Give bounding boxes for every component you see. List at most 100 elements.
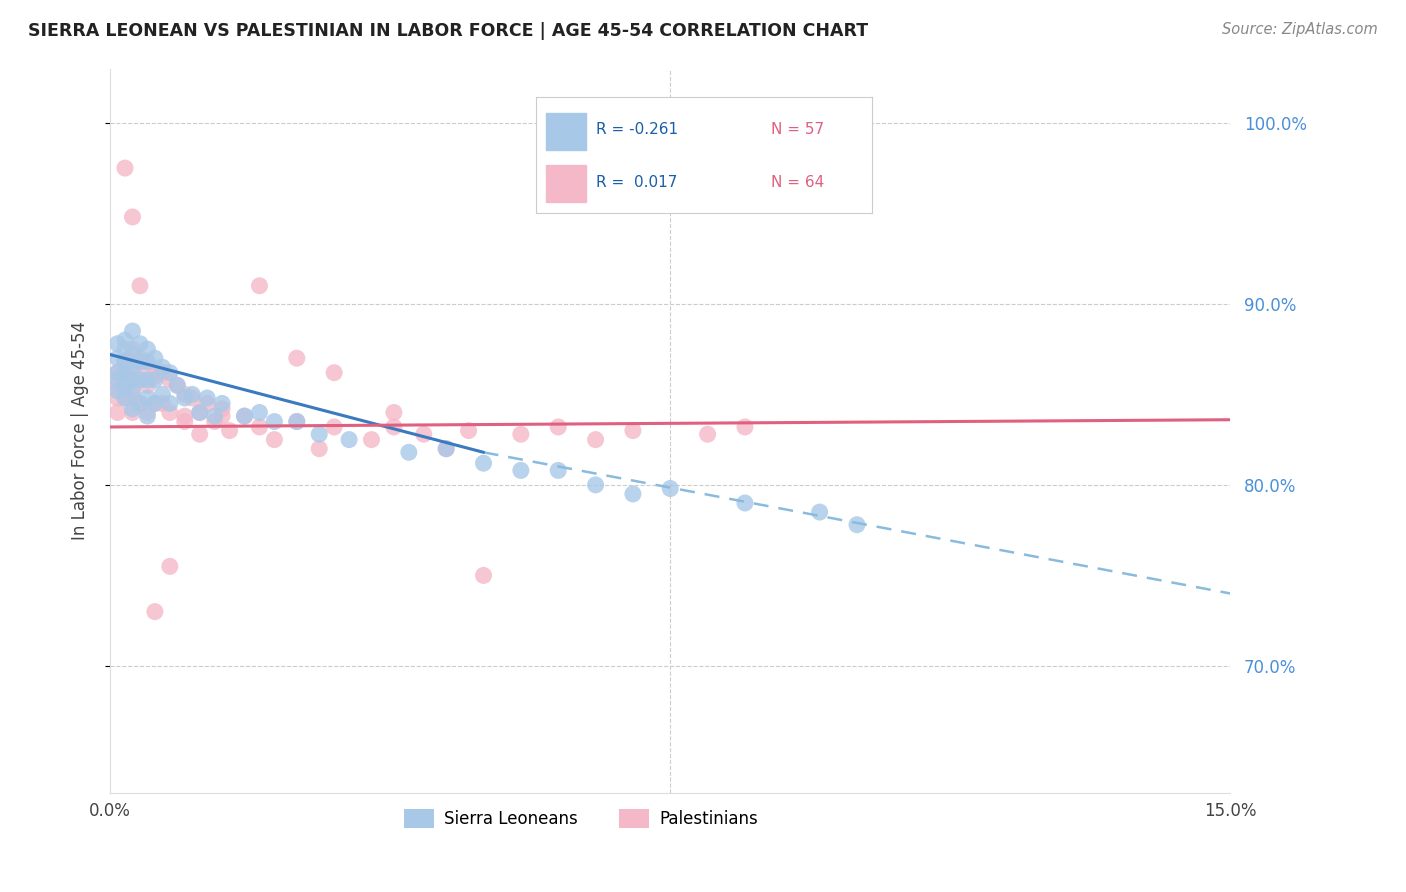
Point [121, 401, 143, 416]
Point [263, 415, 285, 429]
Point [136, 373, 159, 387]
Point [323, 420, 346, 434]
Point [121, 387, 143, 401]
Point [143, 369, 166, 384]
Point [434, 442, 457, 456]
Point [129, 373, 152, 387]
Point [121, 210, 143, 224]
Point [136, 409, 159, 423]
Point [249, 420, 271, 434]
Point [107, 378, 129, 392]
Point [211, 409, 233, 423]
Point [121, 355, 143, 369]
Point [159, 405, 181, 419]
Point [114, 378, 136, 392]
Point [285, 415, 308, 429]
Point [129, 396, 152, 410]
Point [136, 355, 159, 369]
Point [121, 366, 143, 380]
Point [585, 478, 607, 492]
Point [129, 351, 152, 366]
Point [114, 333, 136, 347]
Point [204, 415, 226, 429]
Point [181, 391, 204, 405]
Point [188, 427, 211, 442]
Point [509, 463, 531, 477]
Point [472, 456, 495, 470]
Point [107, 336, 129, 351]
Point [249, 278, 271, 293]
Point [382, 420, 405, 434]
Point [114, 391, 136, 405]
Point [159, 396, 181, 410]
Point [585, 433, 607, 447]
Point [166, 378, 188, 392]
Point [696, 427, 718, 442]
Point [143, 396, 166, 410]
Point [129, 278, 152, 293]
Point [621, 487, 644, 501]
Point [173, 415, 195, 429]
Point [173, 387, 195, 401]
Point [121, 360, 143, 375]
Point [136, 378, 159, 392]
Point [846, 517, 869, 532]
Point [509, 427, 531, 442]
Point [233, 409, 256, 423]
Point [734, 496, 756, 510]
Point [136, 405, 159, 419]
Point [114, 342, 136, 356]
Point [204, 409, 226, 423]
Point [150, 396, 173, 410]
Text: Source: ZipAtlas.com: Source: ZipAtlas.com [1222, 22, 1378, 37]
Point [143, 351, 166, 366]
Point [143, 605, 166, 619]
Point [621, 424, 644, 438]
Point [434, 442, 457, 456]
Point [166, 378, 188, 392]
Legend: Sierra Leoneans, Palestinians: Sierra Leoneans, Palestinians [396, 803, 765, 835]
Point [457, 424, 479, 438]
Point [107, 351, 129, 366]
Point [114, 366, 136, 380]
Point [114, 355, 136, 369]
Point [129, 355, 152, 369]
Point [150, 387, 173, 401]
Point [107, 405, 129, 419]
Point [382, 405, 405, 419]
Point [734, 420, 756, 434]
Point [308, 427, 330, 442]
Point [195, 391, 218, 405]
Point [107, 366, 129, 380]
Point [107, 373, 129, 387]
Point [129, 396, 152, 410]
Point [107, 391, 129, 405]
Point [121, 384, 143, 398]
Point [181, 387, 204, 401]
Point [114, 355, 136, 369]
Y-axis label: In Labor Force | Age 45-54: In Labor Force | Age 45-54 [72, 321, 89, 540]
Point [121, 324, 143, 338]
Point [114, 366, 136, 380]
Point [188, 405, 211, 419]
Point [218, 424, 240, 438]
Point [173, 409, 195, 423]
Point [114, 161, 136, 175]
Point [249, 405, 271, 419]
Point [114, 391, 136, 405]
Point [159, 366, 181, 380]
Point [159, 559, 181, 574]
Point [107, 384, 129, 398]
Point [136, 391, 159, 405]
Point [195, 396, 218, 410]
Point [150, 360, 173, 375]
Point [233, 409, 256, 423]
Point [308, 442, 330, 456]
Point [211, 401, 233, 416]
Point [159, 373, 181, 387]
Point [547, 420, 569, 434]
Point [337, 433, 360, 447]
Point [188, 405, 211, 419]
Point [121, 373, 143, 387]
Point [323, 366, 346, 380]
